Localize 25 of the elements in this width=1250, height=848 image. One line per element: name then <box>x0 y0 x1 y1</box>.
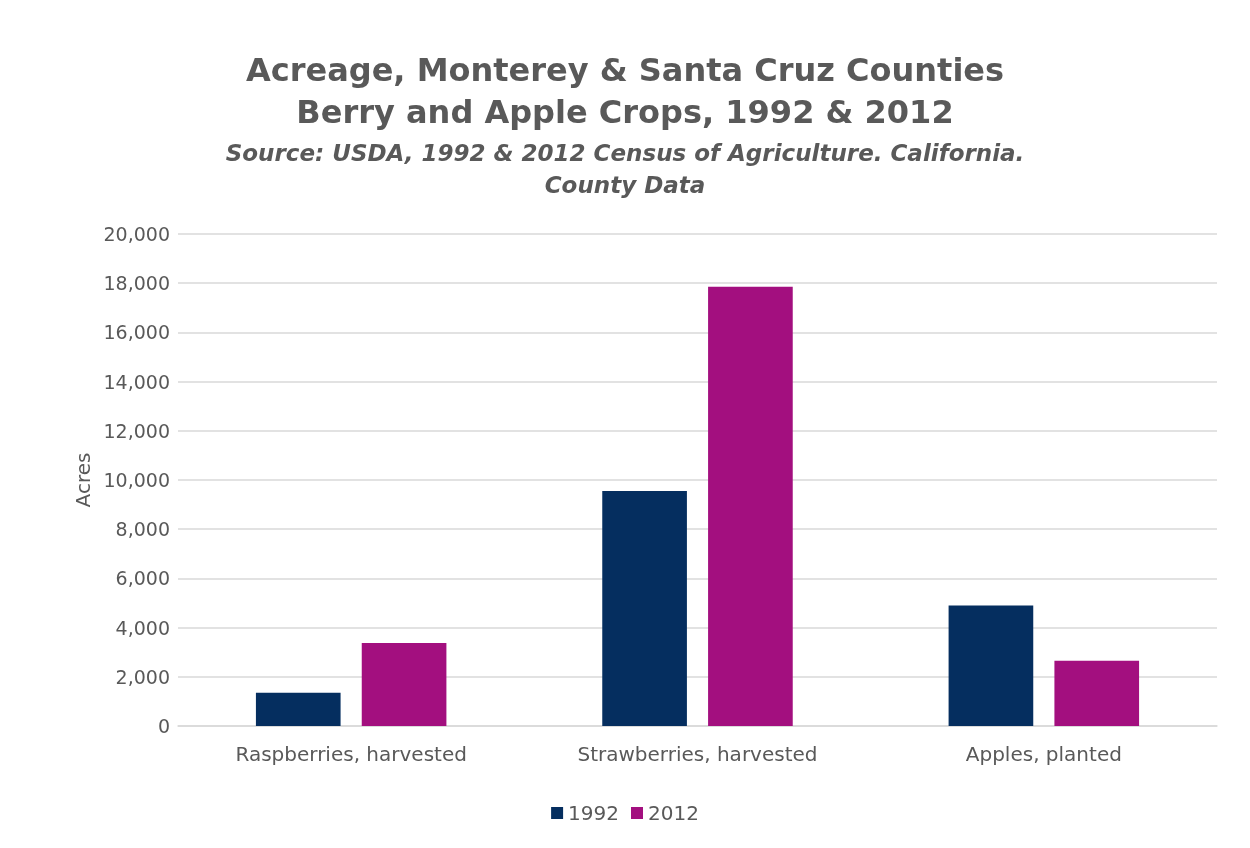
y-tick-label: 2,000 <box>115 665 170 688</box>
x-tick-label: Raspberries, harvested <box>235 742 467 766</box>
x-tick-label: Strawberries, harvested <box>577 742 818 766</box>
y-tick-label: 14,000 <box>103 370 170 393</box>
y-tick-label: 18,000 <box>103 272 170 295</box>
y-axis-title: Acres <box>70 452 95 508</box>
y-tick-label: 20,000 <box>103 223 170 245</box>
y-tick-label: 8,000 <box>115 518 170 541</box>
y-tick-label: 4,000 <box>115 616 170 639</box>
x-tick-label: Apples, planted <box>965 742 1122 766</box>
bar <box>708 286 793 726</box>
legend-label: 1992 <box>568 801 620 825</box>
legend-label: 2012 <box>648 801 699 825</box>
chart-title: Acreage, Monterey & Santa Cruz Counties Berry and Apple Crops, 1992 & 2012 <box>245 51 1005 131</box>
bar <box>602 491 687 726</box>
chart-subtitle: Source: USDA, 1992 & 2012 Census of Agriculture. California. County Data <box>225 140 1025 198</box>
bar <box>255 692 341 726</box>
y-tick-label: 0 <box>157 715 170 737</box>
bar <box>948 605 1034 726</box>
y-tick-label: 10,000 <box>103 469 170 491</box>
y-tick-label: 12,000 <box>103 419 170 442</box>
y-tick-label: 16,000 <box>103 321 170 344</box>
bar <box>361 643 447 726</box>
bar <box>1054 660 1140 726</box>
y-tick-label: 6,000 <box>115 567 170 590</box>
